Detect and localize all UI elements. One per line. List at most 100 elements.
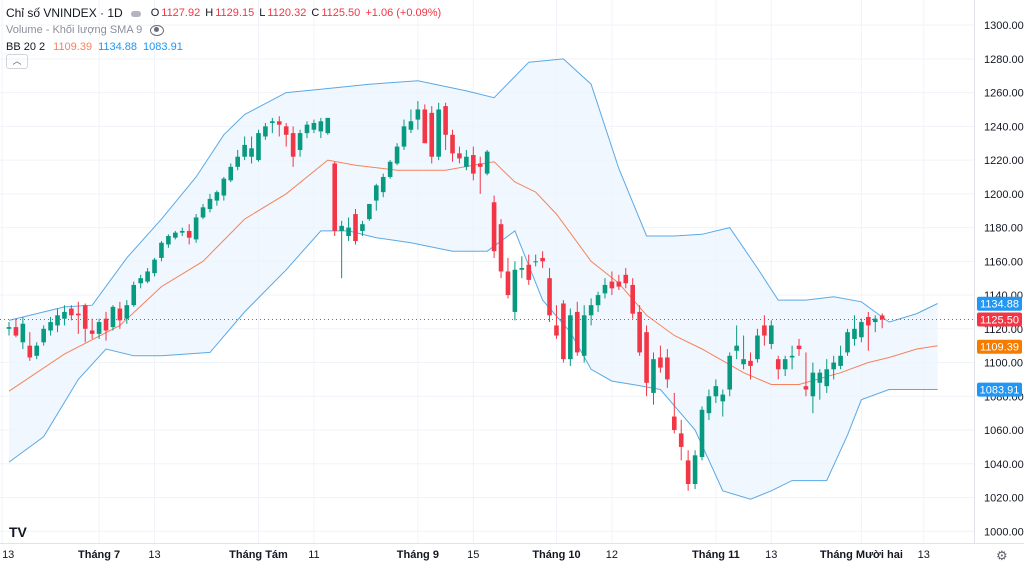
candle-body <box>82 305 88 329</box>
candle <box>263 122 268 140</box>
candle <box>789 345 795 370</box>
candle <box>41 325 46 346</box>
candle <box>443 102 448 150</box>
candle-body <box>297 133 303 150</box>
high-label: H <box>205 7 214 19</box>
candle <box>138 274 143 289</box>
candle-body <box>484 151 490 174</box>
candle <box>235 149 240 171</box>
price-tag-basis: 1109.39 <box>977 339 1022 354</box>
candle <box>166 234 171 248</box>
time-tick-label: 12 <box>606 549 618 561</box>
bollinger-upper-line <box>8 58 938 323</box>
candle-body <box>6 327 12 329</box>
candle <box>706 389 712 420</box>
candle-body <box>283 126 289 135</box>
time-tick-label: Tháng 7 <box>78 549 120 561</box>
candle <box>367 203 372 221</box>
candle-body <box>401 126 407 147</box>
candle <box>173 230 178 240</box>
bollinger-band-fill <box>9 58 938 500</box>
candle <box>82 303 88 343</box>
candle <box>713 379 719 404</box>
candle-body <box>803 386 809 390</box>
candle-body <box>450 134 455 154</box>
time-axis[interactable]: 13 Tháng 7 13 Tháng Tám 11 Tháng 9 15 Tháng 10 1… <box>2 549 930 561</box>
chevron-up-icon[interactable]: ︿ <box>6 54 28 69</box>
candle <box>13 318 19 338</box>
candle-body <box>96 322 102 334</box>
candle <box>471 146 476 181</box>
candle-body <box>706 396 712 414</box>
candle <box>290 126 296 167</box>
gear-icon[interactable]: ⚙ <box>996 548 1008 563</box>
candle <box>671 392 677 434</box>
candle-body <box>346 227 351 237</box>
candle-body <box>207 198 213 210</box>
candle <box>394 143 400 166</box>
volume-indicator-label[interactable]: Volume - Khối lượng SMA 9 <box>6 24 143 36</box>
candle-body <box>831 362 836 370</box>
candle <box>803 352 809 397</box>
candle <box>48 316 53 336</box>
candle <box>616 274 622 290</box>
candle-body <box>20 323 26 343</box>
candle <box>505 257 511 299</box>
symbol-title[interactable]: Chỉ số VNINDEX · 1D <box>6 6 123 20</box>
price-tick-label: 1100.00 <box>984 358 1023 370</box>
candle <box>89 318 95 339</box>
candle-body <box>242 144 247 157</box>
candle <box>665 349 670 388</box>
candle-body <box>263 126 268 137</box>
candle <box>512 261 518 321</box>
candle <box>533 254 538 267</box>
time-tick-label: Tháng 10 <box>532 549 580 561</box>
candle-body <box>852 328 857 339</box>
candle <box>831 355 836 380</box>
time-tick-label: Tháng 9 <box>397 549 439 561</box>
price-tag-lower: 1083.91 <box>977 382 1022 397</box>
candle-body <box>609 281 615 289</box>
candle-body <box>665 357 670 380</box>
candle <box>810 362 816 414</box>
candle <box>96 318 102 339</box>
candle-body <box>824 369 830 387</box>
candle <box>644 325 649 397</box>
ohlc-values: O 1127.92 H 1129.15 L 1120.32 C 1125.50 +1.0… <box>151 5 444 22</box>
time-tick-label: 11 <box>308 549 319 561</box>
candle-body <box>782 359 788 370</box>
candle <box>69 305 74 321</box>
candle-body <box>464 156 469 167</box>
candle <box>859 318 864 343</box>
tradingview-logo-icon[interactable]: TV <box>9 524 27 540</box>
candle <box>484 149 490 176</box>
candle <box>186 224 192 245</box>
candle-body <box>339 225 344 231</box>
price-axis[interactable]: 1300.00 1280.00 1260.00 1240.00 1220.00 1200.… <box>984 20 1024 538</box>
candle-body <box>817 372 823 383</box>
candle-body <box>637 311 642 353</box>
candle <box>214 190 220 206</box>
candle <box>124 300 130 324</box>
candle <box>477 156 483 194</box>
candle-body <box>360 224 365 231</box>
eye-icon[interactable] <box>150 25 165 36</box>
candle-body <box>373 185 379 201</box>
bb-indicator-label[interactable]: BB 20 2 <box>6 41 46 53</box>
candle <box>207 193 213 213</box>
candle <box>720 389 726 417</box>
candle <box>734 325 739 360</box>
candle <box>200 203 206 220</box>
candle <box>311 119 317 134</box>
candle <box>228 163 234 183</box>
candle-body <box>727 355 733 390</box>
candle-body <box>193 217 199 240</box>
candle-body <box>200 207 206 218</box>
candle-body <box>762 325 767 336</box>
candle <box>159 241 164 262</box>
candle <box>588 298 594 326</box>
close-label: C <box>311 7 320 19</box>
candle-body <box>755 335 760 360</box>
